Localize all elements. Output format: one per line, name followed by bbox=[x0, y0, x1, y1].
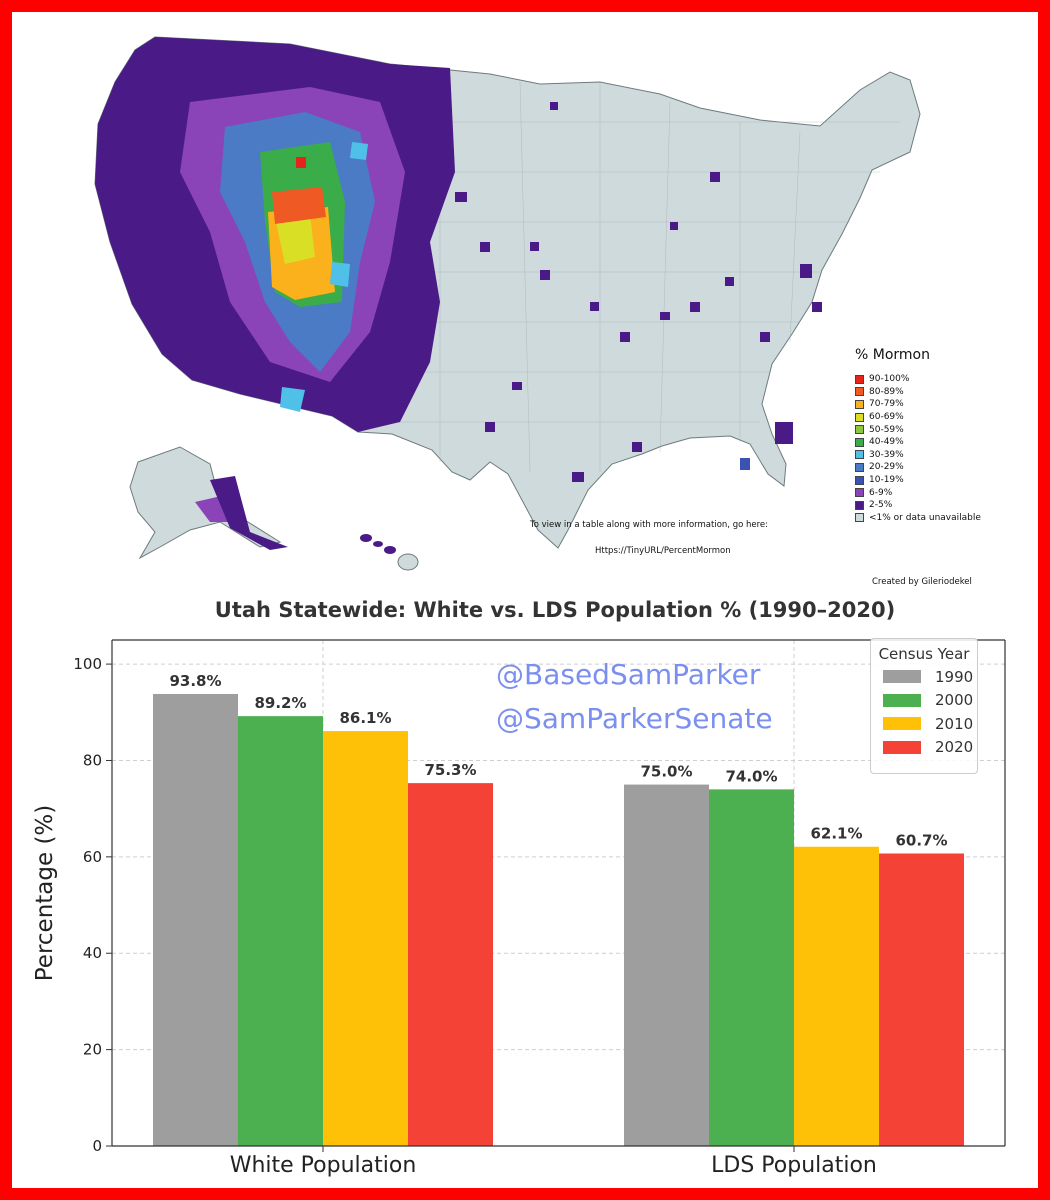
bar-2020-0 bbox=[408, 783, 493, 1146]
map-legend-label: 40-49% bbox=[869, 437, 904, 448]
map-legend-item: <1% or data unavailable bbox=[855, 512, 1025, 525]
map-legend-item: 70-79% bbox=[855, 398, 1025, 411]
map-credit: Created by Gileriodekel bbox=[872, 577, 972, 587]
map-note-url: Https://TinyURL/PercentMormon bbox=[595, 546, 731, 556]
chart-legend-item-2010: 2010 bbox=[871, 712, 977, 736]
map-legend-swatch bbox=[855, 387, 864, 397]
map-legend: % Mormon 90-100% 80-89% 70-79% 60-69% 50-59%… bbox=[855, 347, 1025, 524]
map-legend-label: 30-39% bbox=[869, 449, 904, 460]
map-legend-item: 40-49% bbox=[855, 436, 1025, 449]
alaska-dark bbox=[210, 476, 288, 550]
map-legend-label: 70-79% bbox=[869, 399, 904, 410]
map-note-line1: To view in a table along with more infor… bbox=[530, 520, 769, 530]
map-legend-label: 60-69% bbox=[869, 412, 904, 423]
map-legend-item: 20-29% bbox=[855, 461, 1025, 474]
map-legend-swatch bbox=[855, 412, 864, 422]
map-legend-swatch bbox=[855, 513, 864, 523]
data-label: 74.0% bbox=[725, 767, 777, 785]
map-legend-label: 90-100% bbox=[869, 374, 910, 385]
map-legend-swatch bbox=[855, 437, 864, 447]
map-legend-swatch bbox=[855, 450, 864, 460]
map-legend-item: 60-69% bbox=[855, 411, 1025, 424]
map-legend-swatch bbox=[855, 374, 864, 384]
bar-1990-0 bbox=[153, 693, 238, 1146]
map-legend-label: <1% or data unavailable bbox=[869, 512, 981, 523]
chart-legend-label: 2020 bbox=[935, 738, 974, 757]
mormon-county-map: % Mormon 90-100% 80-89% 70-79% 60-69% 50-59%… bbox=[60, 2, 1020, 600]
map-legend-item: 6-9% bbox=[855, 486, 1025, 499]
chart-legend-items: 1990 2000 2010 2020 bbox=[871, 665, 977, 759]
chart-legend-item-2000: 2000 bbox=[871, 689, 977, 713]
chart-legend-swatch bbox=[883, 670, 921, 684]
chart-title: Utah Statewide: White vs. LDS Population… bbox=[214, 598, 896, 622]
bar-1990-1 bbox=[624, 784, 709, 1146]
region-90-100 bbox=[296, 157, 306, 168]
bar-2010-1 bbox=[794, 846, 879, 1146]
chart-legend-swatch bbox=[883, 740, 921, 754]
map-legend-swatch bbox=[855, 475, 864, 485]
bar-2010-0 bbox=[323, 731, 408, 1146]
map-legend-swatch bbox=[855, 500, 864, 510]
bar-2020-1 bbox=[879, 853, 964, 1146]
y-tick-label: 60 bbox=[83, 848, 102, 866]
y-tick-label: 0 bbox=[92, 1137, 102, 1155]
map-legend-item: 10-19% bbox=[855, 474, 1025, 487]
chart-legend-swatch bbox=[883, 693, 921, 707]
chart-legend-label: 2010 bbox=[935, 714, 974, 733]
map-graphic bbox=[94, 36, 921, 571]
map-legend-items: 90-100% 80-89% 70-79% 60-69% 50-59% 40-49% 30-… bbox=[855, 373, 1025, 524]
map-legend-item: 30-39% bbox=[855, 449, 1025, 462]
map-legend-title: % Mormon bbox=[855, 347, 930, 363]
map-legend-item: 90-100% bbox=[855, 373, 1025, 386]
map-legend-label: 20-29% bbox=[869, 462, 904, 473]
bar-2000-0 bbox=[238, 716, 323, 1146]
map-legend-swatch bbox=[855, 399, 864, 409]
category-label: White Population bbox=[230, 1153, 417, 1178]
y-axis-label: Percentage (%) bbox=[32, 805, 58, 982]
region-30-39-south bbox=[280, 387, 305, 412]
data-label: 75.0% bbox=[640, 763, 692, 781]
map-legend-swatch bbox=[855, 425, 864, 435]
y-tick-label: 40 bbox=[83, 944, 102, 962]
map-legend-label: 80-89% bbox=[869, 386, 904, 397]
chart-legend-swatch bbox=[883, 717, 921, 731]
eastern-scattered-counties bbox=[455, 102, 822, 482]
data-label: 86.1% bbox=[339, 709, 391, 727]
chart-legend: Census Year 1990 2000 2010 2020 bbox=[870, 638, 978, 774]
chart-legend-item-2020: 2020 bbox=[871, 736, 977, 760]
map-legend-label: 2-5% bbox=[869, 500, 893, 511]
map-legend-item: 50-59% bbox=[855, 423, 1025, 436]
watermark-handle-1: @BasedSamParker bbox=[496, 658, 761, 691]
bar-2000-1 bbox=[709, 789, 794, 1146]
region-80-89 bbox=[272, 187, 326, 224]
map-legend-label: 6-9% bbox=[869, 487, 893, 498]
data-label: 60.7% bbox=[895, 831, 947, 849]
map-legend-item: 80-89% bbox=[855, 386, 1025, 399]
map-legend-label: 10-19% bbox=[869, 475, 904, 486]
map-legend-item: 2-5% bbox=[855, 499, 1025, 512]
region-60-69 bbox=[275, 214, 315, 264]
region-30-39-idaho bbox=[350, 142, 368, 160]
y-tick-label: 80 bbox=[83, 751, 102, 769]
region-30-39 bbox=[330, 262, 350, 287]
hawaii-islands bbox=[360, 534, 396, 554]
map-legend-label: 50-59% bbox=[869, 424, 904, 435]
hawaii-big-island bbox=[397, 553, 419, 571]
data-label: 93.8% bbox=[169, 672, 221, 690]
florida-panhandle-county bbox=[740, 458, 750, 470]
map-legend-swatch bbox=[855, 462, 864, 472]
map-legend-swatch bbox=[855, 488, 864, 498]
y-tick-label: 100 bbox=[73, 655, 102, 673]
chart-legend-item-1990: 1990 bbox=[871, 665, 977, 689]
y-tick-label: 20 bbox=[83, 1041, 102, 1059]
data-label: 75.3% bbox=[424, 761, 476, 779]
chart-legend-title: Census Year bbox=[878, 645, 970, 663]
chart-legend-label: 1990 bbox=[935, 667, 974, 686]
data-label: 89.2% bbox=[254, 694, 306, 712]
watermark-handle-2: @SamParkerSenate bbox=[496, 702, 773, 735]
chart-legend-label: 2000 bbox=[935, 691, 974, 710]
data-label: 62.1% bbox=[810, 825, 862, 843]
category-label: LDS Population bbox=[711, 1153, 877, 1178]
